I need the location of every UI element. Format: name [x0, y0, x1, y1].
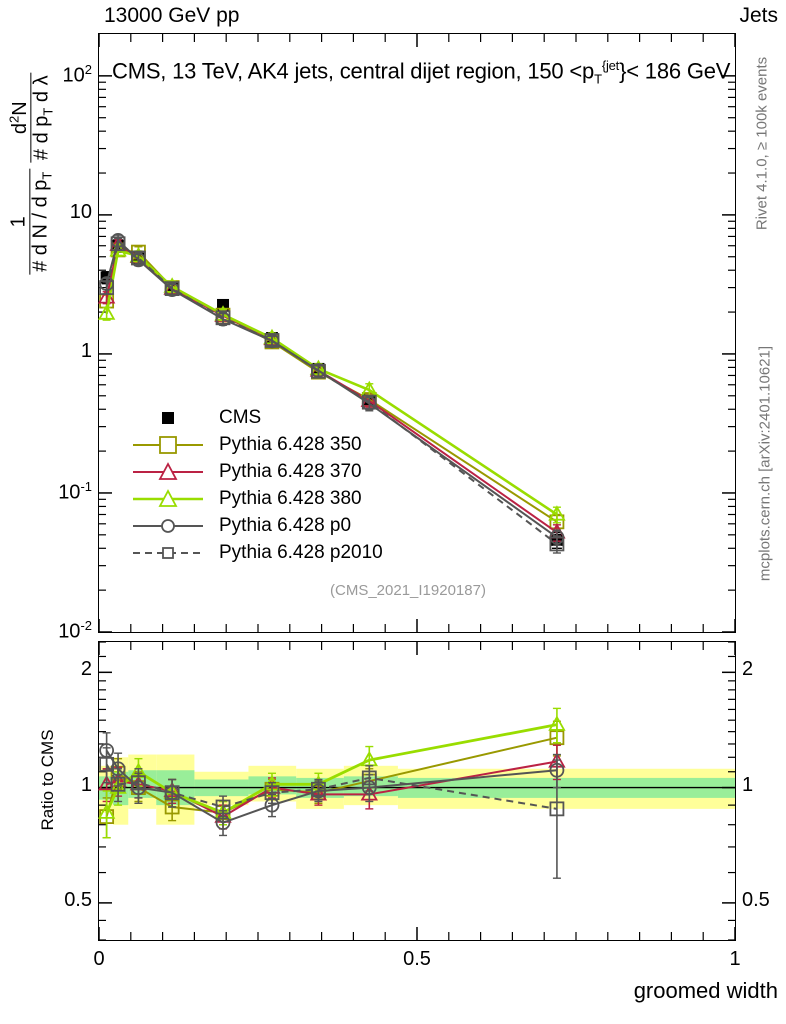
x-axis-label: groomed width — [633, 978, 778, 1003]
x-tick-label: 0.5 — [403, 948, 431, 970]
data-marker — [361, 394, 377, 410]
legend-entry[interactable]: CMS — [131, 404, 383, 431]
data-marker — [164, 281, 180, 297]
y-tick-label-ratio: 1 — [80, 773, 92, 796]
legend-label: Pythia 6.428 350 — [219, 433, 362, 455]
legend-key-triangle-icon — [131, 488, 205, 510]
legend-key-square-icon — [131, 542, 205, 564]
main-plot-panel — [98, 33, 736, 633]
data-marker — [99, 280, 115, 295]
legend-entry[interactable]: Pythia 6.428 350 — [131, 431, 383, 458]
plot-title-suffix: }< 186 GeV — [619, 58, 731, 84]
y-tick-label-main: 10-1 — [58, 478, 92, 504]
y-tick-label-ratio-right: 0.5 — [742, 888, 770, 911]
y-tick-label-main: 10-2 — [58, 618, 92, 643]
beam-energy-label: 13000 GeV pp — [104, 4, 240, 27]
plot-title-prefix: CMS, 13 TeV, AK4 jets, central dijet reg… — [112, 58, 595, 84]
data-marker — [131, 775, 146, 791]
legend-label: Pythia 6.428 p0 — [219, 514, 352, 536]
data-marker — [97, 803, 116, 819]
legend-key-triangle-icon — [131, 461, 205, 483]
plot-title: CMS, 13 TeV, AK4 jets, central dijet reg… — [112, 58, 730, 87]
x-tick-label: 0 — [93, 948, 105, 970]
data-marker — [264, 785, 280, 801]
data-marker — [110, 776, 126, 792]
data-marker — [215, 799, 231, 815]
legend-entry[interactable]: Pythia 6.428 p0 — [131, 512, 383, 539]
legend-entry[interactable]: Pythia 6.428 370 — [131, 458, 383, 485]
legend-entry[interactable]: Pythia 6.428 380 — [131, 485, 383, 512]
data-marker — [99, 756, 115, 772]
data-marker — [164, 785, 180, 801]
x-tick-label: 1 — [729, 948, 741, 970]
data-marker — [311, 781, 326, 797]
data-marker — [548, 505, 566, 521]
process-label: Jets — [739, 4, 778, 27]
plot-title-sub: T — [594, 71, 602, 87]
data-marker — [131, 250, 146, 266]
data-marker — [311, 363, 326, 379]
data-marker — [97, 304, 116, 320]
y-tick-label-ratio: 2 — [80, 658, 92, 681]
data-marker — [548, 715, 566, 731]
legend-key-filled-square-icon — [131, 407, 205, 429]
legend-entry[interactable]: Pythia 6.428 p2010 — [131, 539, 383, 566]
data-marker — [110, 236, 126, 252]
legend-label: Pythia 6.428 370 — [219, 460, 362, 482]
analysis-watermark: (CMS_2021_I1920187) — [330, 582, 486, 599]
legend: CMS Pythia 6.428 350 Pythia 6.428 370 Pythi… — [131, 404, 383, 566]
data-marker — [549, 801, 565, 817]
y-tick-label-main: 1 — [80, 339, 92, 362]
legend-label: CMS — [219, 406, 262, 428]
data-marker — [361, 770, 377, 786]
y-tick-label-main: 10 — [69, 200, 92, 223]
data-marker — [215, 310, 231, 326]
data-marker — [549, 536, 565, 552]
y-tick-label-ratio-right: 1 — [742, 773, 754, 796]
y-tick-label-ratio-right: 2 — [742, 658, 754, 681]
legend-label: Pythia 6.428 p2010 — [219, 541, 383, 563]
data-marker — [264, 333, 280, 348]
plot-title-sup: {jet — [601, 58, 620, 73]
legend-key-square-icon — [131, 434, 205, 456]
legend-key-circle-icon — [131, 515, 205, 537]
y-tick-label-ratio: 0.5 — [64, 888, 92, 911]
legend-label: Pythia 6.428 380 — [219, 487, 362, 509]
y-tick-label-main: 102 — [62, 61, 92, 87]
